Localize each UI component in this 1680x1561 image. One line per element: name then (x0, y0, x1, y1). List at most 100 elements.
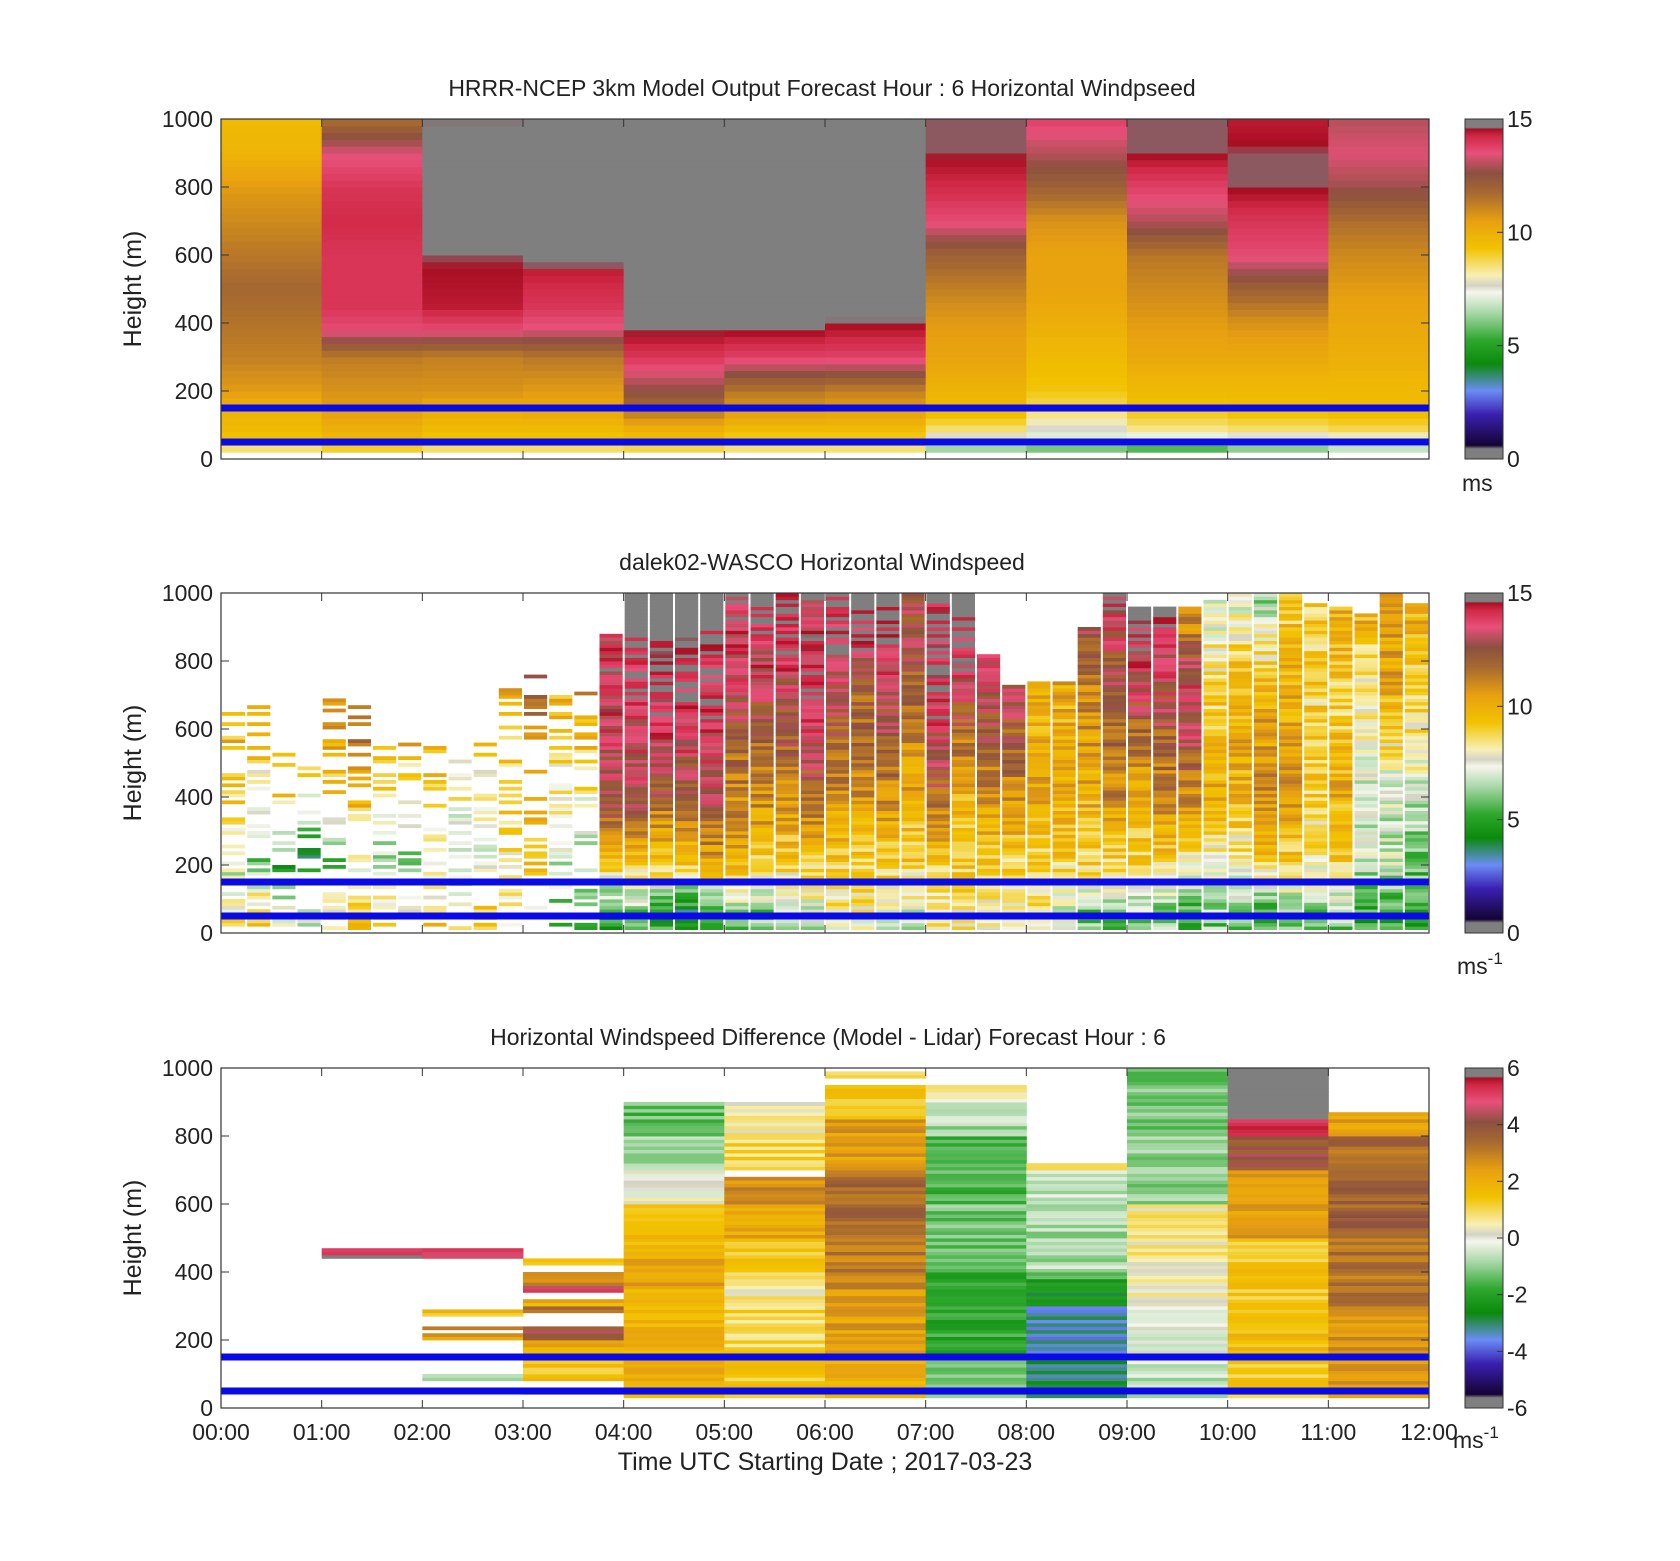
heatmap-cell (1127, 309, 1229, 317)
heatmap-cell (549, 790, 573, 794)
heatmap-cell (700, 732, 724, 737)
heatmap-cell (623, 1302, 725, 1307)
heatmap-cell (926, 637, 950, 641)
heatmap-cell (1128, 701, 1152, 706)
heatmap-cell (901, 926, 925, 930)
heatmap-cell (901, 596, 925, 601)
heatmap-cell (1178, 790, 1202, 794)
heatmap-cell (1026, 1319, 1128, 1324)
heatmap-cell (876, 732, 900, 737)
heatmap-cell (724, 411, 826, 419)
heatmap-cell (1102, 888, 1126, 893)
heatmap-cell (977, 712, 1001, 716)
heatmap-cell (1128, 616, 1152, 621)
heatmap-cell (1002, 895, 1026, 900)
heatmap-cell (876, 637, 900, 641)
heatmap-cell (1253, 922, 1277, 927)
heatmap-cell (1228, 640, 1252, 645)
heatmap-cell (623, 1200, 725, 1205)
heatmap-cell (725, 902, 749, 907)
heatmap-cell (523, 357, 625, 365)
heatmap-cell (700, 667, 724, 672)
heatmap-cell (977, 695, 1001, 699)
heatmap-cell (700, 633, 724, 638)
heatmap-cell (901, 810, 925, 815)
heatmap-cell (1279, 752, 1303, 757)
heatmap-cell (1002, 875, 1026, 879)
heatmap-cell (599, 888, 623, 893)
heatmap-cell (675, 851, 699, 856)
heatmap-cell (1228, 633, 1252, 638)
heatmap-cell (1127, 1210, 1229, 1215)
heatmap-cell (901, 593, 925, 597)
heatmap-cell (1026, 1326, 1128, 1331)
heatmap-cell (1304, 759, 1328, 764)
heatmap-cell (1178, 623, 1202, 628)
heatmap-cell (1052, 797, 1076, 801)
heatmap-cell (750, 712, 774, 716)
heatmap-cell (1178, 776, 1202, 781)
heatmap-cell (800, 613, 824, 618)
heatmap-cell (1128, 858, 1152, 862)
heatmap-cell (825, 1142, 927, 1147)
heatmap-cell (901, 746, 925, 750)
heatmap-cell (1127, 411, 1229, 419)
heatmap-cell (373, 902, 397, 907)
heatmap-cell (1127, 1238, 1229, 1242)
heatmap-cell (1002, 783, 1026, 788)
heatmap-cell (1153, 766, 1177, 771)
heatmap-cell (1328, 1166, 1430, 1171)
heatmap-cell (1354, 623, 1378, 628)
heatmap-cell (321, 119, 423, 127)
heatmap-cell (1178, 793, 1202, 798)
heatmap-cell (775, 606, 799, 611)
heatmap-cell (272, 922, 296, 927)
heatmap-cell (1077, 790, 1101, 794)
heatmap-cell (1379, 776, 1403, 781)
heatmap-cell (624, 902, 648, 907)
heatmap-cell (775, 892, 799, 896)
heatmap-cell (951, 800, 975, 805)
heatmap-cell (322, 742, 346, 747)
heatmap-cell (1127, 1312, 1229, 1317)
heatmap-cell (1153, 664, 1177, 669)
heatmap-cell (1228, 797, 1252, 801)
heatmap-cell (448, 841, 472, 845)
heatmap-cell (876, 759, 900, 764)
colorbar-unit: ms-1 (1457, 949, 1503, 979)
heatmap-cell (725, 596, 749, 601)
heatmap-cell (1102, 627, 1126, 631)
heatmap-cell (851, 868, 875, 873)
heatmap-cell (1203, 871, 1227, 876)
heatmap-cell (1128, 820, 1152, 825)
heatmap-cell (1178, 756, 1202, 760)
heatmap-cell (1203, 640, 1227, 645)
heatmap-cell (222, 817, 246, 822)
heatmap-cell (724, 1275, 826, 1280)
heatmap-cell (1127, 1306, 1229, 1310)
heatmap-cell (599, 844, 623, 849)
heatmap-cell (1026, 180, 1128, 188)
y-tick-label: 0 (200, 446, 213, 472)
heatmap-cell (775, 739, 799, 743)
heatmap-cell (977, 671, 1001, 675)
heatmap-cell (1077, 678, 1101, 682)
heatmap-cell (549, 824, 573, 828)
heatmap-cell (1128, 637, 1152, 641)
heatmap-cell (599, 712, 623, 716)
heatmap-cell (1026, 1234, 1128, 1239)
heatmap-cell (1127, 1187, 1229, 1191)
heatmap-cell (1026, 1268, 1128, 1273)
heatmap-cell (1077, 810, 1101, 815)
heatmap-cell (1027, 797, 1051, 801)
heatmap-cell (951, 888, 975, 893)
heatmap-cell (1404, 647, 1428, 652)
heatmap-cell (926, 681, 950, 686)
heatmap-cell (1102, 814, 1126, 818)
heatmap-cell (523, 119, 625, 127)
heatmap-cell (1354, 633, 1378, 638)
heatmap-cell (1178, 701, 1202, 706)
heatmap-cell (599, 769, 623, 774)
heatmap-cell (1329, 905, 1353, 910)
heatmap-cell (221, 316, 323, 324)
